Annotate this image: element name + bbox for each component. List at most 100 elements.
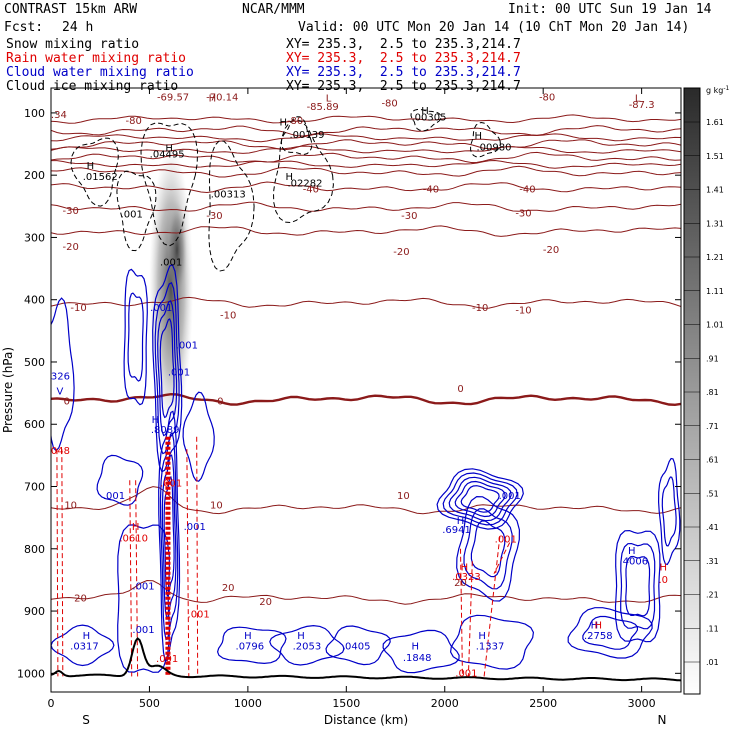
rain-label: .001 (160, 479, 182, 490)
colorbar-level-label: .61 (706, 456, 719, 465)
y-tick-label: 600 (24, 418, 45, 431)
temperature-contour (51, 392, 681, 407)
cloud-water-contour (161, 454, 177, 619)
rain-label: .0610 (119, 533, 148, 544)
cloud-water-label: .0317 (70, 642, 99, 653)
cloud-water-label: .001 (132, 625, 154, 636)
title-left: CONTRAST 15km ARW (4, 2, 138, 17)
cloud-water-contour (661, 476, 677, 547)
field-xy-cloud-water: XY= 235.3, 2.5 to 235.3,214.7 (286, 65, 521, 80)
x-tick-label: 3000 (628, 697, 656, 710)
snow-label: H (87, 161, 95, 172)
cloud-water-contour (449, 614, 535, 670)
temperature-contour-label: -30 (63, 206, 79, 217)
y-tick-label: 200 (24, 169, 45, 182)
temperature-contour-label: -40 (303, 185, 319, 196)
rain-contour (483, 536, 501, 677)
colorbar-level-label: .81 (706, 388, 719, 397)
temperature-contour (51, 201, 681, 212)
temperature-contour (51, 151, 681, 164)
fcst-label: Fcst: (4, 20, 44, 35)
rain-label: H (595, 620, 603, 631)
temperature-contour-label: 20 (454, 578, 467, 589)
temperature-contour-label: -70.14 (206, 92, 238, 103)
cloud-water-label: H (152, 415, 160, 426)
snow-label: .01562 (83, 172, 118, 183)
temperature-contour-label: 10 (397, 491, 410, 502)
snow-label: H (421, 106, 429, 117)
colorbar-level-label: 1.41 (706, 186, 724, 195)
rain-contours (56, 436, 511, 677)
cloud-water-contour (216, 626, 287, 665)
temperature-contour (51, 486, 681, 515)
cloud-water-contour (117, 524, 170, 673)
cloud-water-label: .4006 (619, 556, 648, 567)
temperature-contour-label: -10 (515, 305, 531, 316)
snow-label: .00139 (289, 130, 324, 141)
cloud-water-label: .2758 (584, 631, 613, 642)
cloud-water-label: H (411, 642, 419, 653)
colorbar-level-label: .71 (706, 422, 719, 431)
cloud-water-contour (163, 476, 175, 597)
snow-contour (410, 109, 442, 132)
temperature-contour-label: -80 (381, 99, 397, 110)
temperature-contour-label: .34 (51, 110, 67, 121)
field-name-cloud-water: Cloud water mixing ratio (6, 65, 194, 80)
x-tick-label: 2500 (529, 697, 557, 710)
cloud-water-contour (123, 268, 148, 406)
colorbar-level-label: 1.11 (706, 287, 724, 296)
snow-label: .02282 (287, 178, 322, 189)
field-name-cloud-ice: Cloud ice mixing ratio (6, 79, 179, 94)
temperature-contour-label: 20 (259, 597, 272, 608)
rain-contour (460, 548, 463, 677)
cloud-water-label: .001 (168, 368, 190, 379)
cloud-water-contour (620, 542, 656, 630)
temperature-contours (51, 114, 681, 605)
temperature-contour-label: -87.3 (629, 100, 655, 111)
snow-label: .00305 (412, 112, 447, 123)
colorbar: g kg-1 1.61 1.51 1.41 1.31 1.21 1.11 1.01 .91 .8… (683, 85, 730, 695)
temperature-contour-upper (51, 159, 681, 169)
temperature-contour-label: -20 (63, 242, 79, 253)
cloud-water-label: .001 (184, 522, 206, 533)
x-tick-label: 1500 (332, 697, 360, 710)
rain-contour (493, 542, 511, 574)
colorbar-unit: g kg-1 (706, 85, 730, 95)
rain-contour (135, 480, 139, 677)
field-xy-rain: XY= 235.3, 2.5 to 235.3,214.7 (286, 51, 521, 66)
snow-label: .00980 (476, 142, 511, 153)
cloud-water-contour (269, 624, 345, 666)
plot-content: -69.57 -70.14 -85.89 -87.3 -80 -80 -80 -80 -40 -4… (51, 92, 681, 682)
temperature-contour-label: L (635, 94, 641, 105)
cloud-water-label: .001 (176, 340, 198, 351)
temperature-contour-label: -10 (472, 303, 488, 314)
colorbar-level-label: .31 (706, 557, 719, 566)
valid-time: Valid: 00 UTC Mon 20 Jan 14 (10 ChT Mon … (298, 20, 690, 35)
cloud-water-contour (456, 495, 521, 602)
temperature-contour-label: -30 (401, 211, 417, 222)
rain-label: .001 (188, 609, 210, 620)
cloud-water-label: H (591, 620, 599, 631)
axes: 0 500 1000 1500 2000 2500 30001002003004005006… (17, 88, 681, 710)
colorbar-level-label: .21 (706, 591, 719, 600)
snow-label: .001 (160, 257, 182, 268)
init-time: Init: 00 UTC Sun 19 Jan 14 (508, 2, 712, 17)
cloud-water-contour (152, 263, 183, 473)
temperature-contour-label: 0 (457, 384, 463, 395)
snow-label: .00313 (211, 190, 246, 201)
cloud-water-label: H (297, 631, 305, 642)
cloud-water-contour (454, 480, 506, 518)
colorbar-level-label: 1.51 (706, 152, 724, 161)
cloud-water-label: .001 (499, 491, 521, 502)
cloud-water-label: .1337 (476, 642, 505, 653)
temperature-contour (51, 225, 681, 237)
x-tick-label: 500 (139, 697, 160, 710)
rain-contour (467, 561, 473, 677)
cloud-water-label: H (478, 631, 486, 642)
temperature-contour-label: 10 (210, 500, 223, 511)
x-tick-label: 2000 (431, 697, 459, 710)
cloud-water-label: .0405 (342, 642, 371, 653)
temperature-contour-label: -30 (206, 211, 222, 222)
surface-terrain-line (51, 636, 681, 682)
temperature-contour-label: 20 (74, 594, 87, 605)
